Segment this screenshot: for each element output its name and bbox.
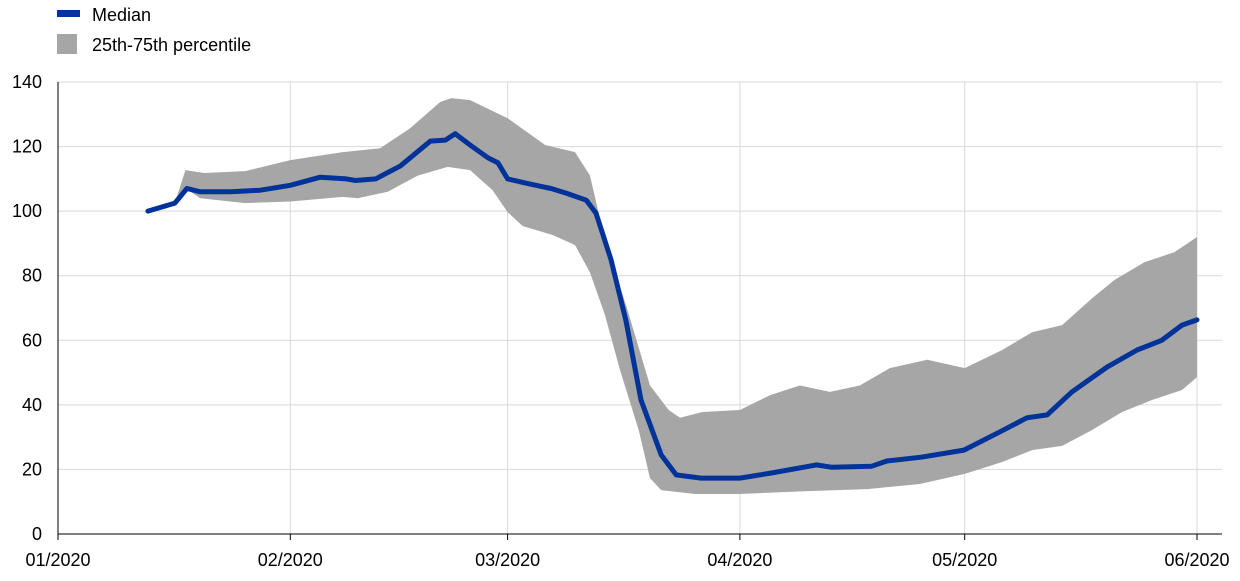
legend-swatch-percentile	[57, 34, 77, 54]
x-tick-label: 01/2020	[25, 550, 90, 570]
y-tick-label: 40	[22, 395, 42, 415]
legend: Median 25th-75th percentile	[57, 5, 251, 55]
y-tick-label: 60	[22, 330, 42, 350]
median-series	[145, 131, 1200, 481]
y-tick-label: 0	[32, 524, 42, 544]
y-tick-label: 80	[22, 266, 42, 286]
x-tick-label: 06/2020	[1164, 550, 1229, 570]
x-tick-label: 03/2020	[475, 550, 540, 570]
x-tick-label: 05/2020	[932, 550, 997, 570]
legend-label-percentile: 25th-75th percentile	[92, 35, 251, 55]
legend-label-median: Median	[92, 5, 151, 25]
y-tick-label: 100	[12, 201, 42, 221]
x-tick-label: 04/2020	[707, 550, 772, 570]
gridlines	[58, 81, 1222, 534]
percentile-band-area	[174, 98, 1197, 494]
y-tick-label: 20	[22, 459, 42, 479]
x-tick-label: 02/2020	[258, 550, 323, 570]
percentile-band	[174, 98, 1197, 494]
y-tick-label: 120	[12, 137, 42, 157]
median-line	[145, 131, 1200, 481]
y-tick-label: 140	[12, 72, 42, 92]
legend-swatch-median	[57, 10, 80, 17]
axes: 0 20 40 60 80 100 120 140 01/2020 02/2020 03/2020 0…	[12, 72, 1230, 570]
